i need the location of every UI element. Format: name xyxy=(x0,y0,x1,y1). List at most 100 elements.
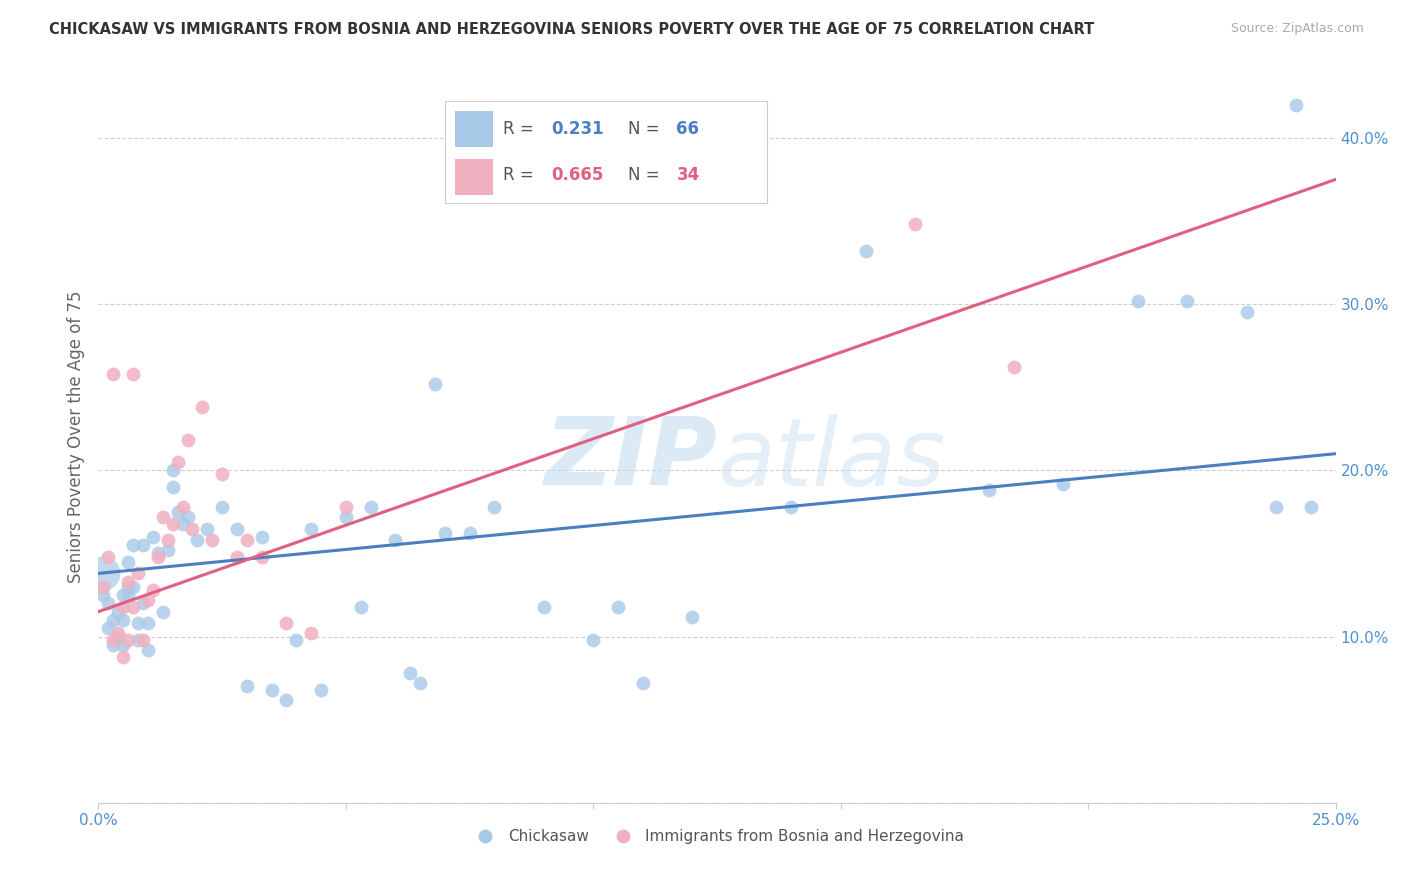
Point xyxy=(112,638,135,652)
Point xyxy=(132,596,155,610)
Point xyxy=(1285,97,1308,112)
Point xyxy=(142,582,165,597)
Text: Source: ZipAtlas.com: Source: ZipAtlas.com xyxy=(1230,22,1364,36)
Point xyxy=(855,244,877,258)
Point xyxy=(226,521,249,535)
Point xyxy=(236,680,259,694)
Point xyxy=(172,516,194,531)
Point xyxy=(1002,360,1025,375)
Point xyxy=(152,605,174,619)
Point xyxy=(276,692,298,706)
Point xyxy=(780,500,803,514)
Point xyxy=(162,463,184,477)
Point xyxy=(107,630,129,644)
Point xyxy=(93,566,115,581)
Point xyxy=(299,521,322,535)
Point xyxy=(93,588,115,602)
Point xyxy=(156,543,179,558)
Point xyxy=(166,455,188,469)
Point xyxy=(360,500,382,514)
Point xyxy=(97,596,120,610)
Point xyxy=(117,588,139,602)
Point xyxy=(681,609,703,624)
Point xyxy=(117,580,139,594)
Point xyxy=(250,530,273,544)
Point xyxy=(1265,500,1288,514)
Point xyxy=(103,367,125,381)
Point xyxy=(103,638,125,652)
Point xyxy=(103,613,125,627)
Point xyxy=(112,649,135,664)
Point xyxy=(384,533,406,548)
Point xyxy=(335,509,357,524)
Point xyxy=(117,632,139,647)
Point xyxy=(484,500,506,514)
Point xyxy=(112,613,135,627)
Point xyxy=(117,574,139,589)
Point xyxy=(117,555,139,569)
Point xyxy=(122,599,145,614)
Point xyxy=(97,549,120,564)
Point xyxy=(97,621,120,635)
Point xyxy=(103,632,125,647)
Point xyxy=(136,643,159,657)
Point xyxy=(533,599,555,614)
Point xyxy=(136,593,159,607)
Point xyxy=(250,549,273,564)
Point xyxy=(1052,476,1074,491)
Point xyxy=(904,217,927,231)
Text: atlas: atlas xyxy=(717,414,945,505)
Point xyxy=(1126,293,1149,308)
Y-axis label: Seniors Poverty Over the Age of 75: Seniors Poverty Over the Age of 75 xyxy=(66,291,84,583)
Point xyxy=(162,480,184,494)
Point xyxy=(176,434,198,448)
Point xyxy=(433,526,456,541)
Point xyxy=(1175,293,1198,308)
Point xyxy=(122,538,145,552)
Point xyxy=(132,632,155,647)
Point xyxy=(191,400,214,414)
Point xyxy=(127,566,149,581)
Text: ZIP: ZIP xyxy=(544,413,717,505)
Text: CHICKASAW VS IMMIGRANTS FROM BOSNIA AND HERZEGOVINA SENIORS POVERTY OVER THE AGE: CHICKASAW VS IMMIGRANTS FROM BOSNIA AND … xyxy=(49,22,1094,37)
Point xyxy=(236,533,259,548)
Point xyxy=(350,599,373,614)
Point xyxy=(146,546,169,560)
Point xyxy=(127,616,149,631)
Point xyxy=(631,676,654,690)
Point xyxy=(979,483,1001,498)
Point xyxy=(226,549,249,564)
Point xyxy=(112,599,135,614)
Point xyxy=(122,580,145,594)
Point xyxy=(162,516,184,531)
Point xyxy=(582,632,605,647)
Point xyxy=(156,533,179,548)
Point xyxy=(142,530,165,544)
Point xyxy=(132,538,155,552)
Point xyxy=(423,376,446,391)
Point xyxy=(195,521,218,535)
Point xyxy=(152,509,174,524)
Point xyxy=(93,580,115,594)
Point xyxy=(176,509,198,524)
Point xyxy=(211,500,233,514)
Point xyxy=(201,533,224,548)
Point xyxy=(458,526,481,541)
Point xyxy=(166,505,188,519)
Point xyxy=(146,549,169,564)
Point xyxy=(276,616,298,631)
Point xyxy=(285,632,308,647)
Point xyxy=(409,676,432,690)
Point xyxy=(172,500,194,514)
Legend: Chickasaw, Immigrants from Bosnia and Herzegovina: Chickasaw, Immigrants from Bosnia and He… xyxy=(464,822,970,850)
Point xyxy=(1236,305,1258,319)
Point xyxy=(335,500,357,514)
Point xyxy=(399,666,422,681)
Point xyxy=(107,605,129,619)
Point xyxy=(112,588,135,602)
Point xyxy=(127,632,149,647)
Point xyxy=(607,599,630,614)
Point xyxy=(107,626,129,640)
Point xyxy=(211,467,233,481)
Point xyxy=(309,682,332,697)
